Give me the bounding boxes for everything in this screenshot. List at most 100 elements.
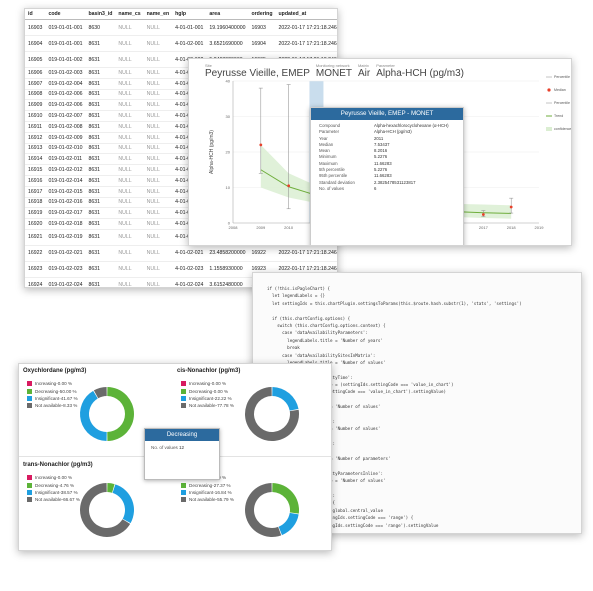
legend-item[interactable]: Not available - 55.79 % xyxy=(181,496,234,503)
table-cell: NULL xyxy=(115,229,144,246)
column-header[interactable]: name_cs xyxy=(115,9,144,20)
donut-slice[interactable] xyxy=(80,390,107,441)
column-header[interactable]: name_en xyxy=(143,9,173,20)
table-row[interactable]: 16903 019-01-01-001 8630 NULL NULL 4-01-01-00… xyxy=(25,19,337,36)
legend-swatch xyxy=(27,497,32,503)
donut-slice[interactable] xyxy=(80,483,131,537)
tooltip-row: Compound Alpha-hexachlorocyclohexane (α-H… xyxy=(311,123,463,129)
table-cell: NULL xyxy=(143,110,173,122)
table-cell: NULL xyxy=(143,218,173,230)
donut-slice[interactable] xyxy=(272,483,299,514)
legend-item[interactable]: Decreasing - 0.00 % xyxy=(181,387,234,394)
legend-label: Insignificant xyxy=(35,489,60,495)
parameter-value: Alpha-HCH (pg/m3) xyxy=(376,68,465,79)
column-header[interactable]: id xyxy=(25,9,46,20)
legend-item[interactable]: Increasing - 0.00 % xyxy=(181,380,234,387)
parameter-selector[interactable]: Parameter Alpha-HCH (pg/m3) xyxy=(376,63,464,79)
table-cell: 16919 xyxy=(25,207,46,220)
table-cell: 16909 xyxy=(25,99,46,112)
column-header[interactable]: code xyxy=(45,9,86,20)
donut-slice[interactable] xyxy=(112,484,135,524)
legend-separator: - xyxy=(59,395,61,401)
donut-slice[interactable] xyxy=(245,483,282,537)
donut-slice[interactable] xyxy=(107,387,135,441)
table-cell: 019-01-02-006 xyxy=(45,89,86,101)
matrix-selector[interactable]: Matrix Air xyxy=(358,63,370,79)
table-cell: 019-01-02-004 xyxy=(45,78,86,90)
donut-charts[interactable] xyxy=(19,364,331,550)
table-row[interactable]: 16904 019-01-01-001 8631 NULL NULL 4-01-02-00… xyxy=(25,35,337,52)
network-selector[interactable]: Monitoring network MONET xyxy=(316,63,352,79)
y-tick-label: 30 xyxy=(226,114,231,119)
legend-separator: - xyxy=(215,497,218,503)
table-cell: NULL xyxy=(115,110,144,122)
donut-slice[interactable] xyxy=(107,483,115,493)
column-header[interactable]: ordering xyxy=(248,9,276,20)
y-tick-label: 20 xyxy=(226,150,231,155)
legend-item[interactable]: Increasing - 0.00 % xyxy=(27,474,80,481)
legend-item[interactable]: Insignificant - 38.57 % xyxy=(27,489,80,496)
tooltip-key: 95th percentile xyxy=(319,173,348,179)
legend-label: Percentile 95 xyxy=(554,75,571,79)
legend-item[interactable]: Increasing - 0.00 % xyxy=(27,380,78,387)
table-row[interactable]: 16922 019-01-02-021 8631 NULL NULL 4-01-02-02… xyxy=(25,245,337,262)
column-header[interactable]: basin3_id xyxy=(85,9,116,20)
legend-percent: 0.00 % xyxy=(57,475,73,481)
table-cell: 019-01-01-002 xyxy=(45,51,86,68)
legend-label: Insignificant xyxy=(189,489,214,495)
table-cell: NULL xyxy=(143,245,173,262)
table-cell: NULL xyxy=(115,207,144,220)
site-selector[interactable]: Site Peyrusse Vieille, EMEP xyxy=(205,63,310,79)
table-cell: NULL xyxy=(115,218,144,230)
code-line: case 'dataAvailabilitySitesInMatrix': xyxy=(267,352,376,358)
legend-label: Decreasing xyxy=(189,388,213,394)
legend-item[interactable]: Not available - 77.78 % xyxy=(181,402,234,409)
table-cell: 4-01-02-023 xyxy=(172,261,207,278)
legend-item[interactable]: Insignificant - 16.84 % xyxy=(181,489,234,496)
donut-tooltip-key: No. of values xyxy=(151,445,178,450)
legend-item[interactable]: Insignificant - 22.22 % xyxy=(181,395,234,402)
code-line: let settingIds = this.chartPlugin.settin… xyxy=(267,300,522,306)
table-cell: 16903 xyxy=(25,19,46,36)
column-header[interactable]: updated_at xyxy=(275,9,337,20)
table-cell: 8631 xyxy=(85,89,116,101)
chart-header: Site Peyrusse Vieille, EMEP Monitoring n… xyxy=(205,63,464,79)
legend-item[interactable]: Decreasing - 4.76 % xyxy=(27,481,80,488)
table-cell: 16920 xyxy=(25,218,46,230)
median-point[interactable] xyxy=(287,184,291,188)
table-cell: NULL xyxy=(115,121,144,133)
legend-item[interactable]: Not available - 8.33 % xyxy=(27,402,78,409)
legend-item[interactable]: Not available - 66.67 % xyxy=(27,496,80,503)
table-cell: 16923 xyxy=(25,261,46,278)
legend-separator: - xyxy=(58,388,60,394)
legend-swatch xyxy=(27,482,32,488)
table-cell: 019-01-02-024 xyxy=(45,277,86,287)
tooltip-row: Year 2011 xyxy=(311,136,463,142)
tooltip-key: 5th percentile xyxy=(319,167,345,173)
table-cell: 8631 xyxy=(85,207,116,220)
median-point[interactable] xyxy=(481,213,485,216)
column-header[interactable]: area xyxy=(206,9,249,20)
legend-item[interactable]: Insignificant - 41.67 % xyxy=(27,395,78,402)
legend-item[interactable]: Decreasing - 50.00 % xyxy=(27,387,78,394)
table-cell: 8631 xyxy=(85,186,116,198)
column-header[interactable]: hglp xyxy=(172,9,207,20)
legend-label: Increasing xyxy=(35,475,57,481)
median-point[interactable] xyxy=(259,143,263,147)
legend-item[interactable]: Decreasing - 27.37 % xyxy=(181,481,234,488)
table-cell: 16907 xyxy=(25,78,46,90)
table-cell: NULL xyxy=(143,261,173,278)
table-cell: NULL xyxy=(143,143,173,155)
table-cell: 8631 xyxy=(85,261,116,278)
chart-tooltip-title: Peyrusse Vieille, EMEP - MONET xyxy=(311,108,463,120)
donut-slice[interactable] xyxy=(244,387,299,441)
tooltip-key: Parameter xyxy=(319,129,340,135)
legend-separator: - xyxy=(213,489,215,495)
median-point[interactable] xyxy=(509,205,513,209)
table-cell: NULL xyxy=(143,51,173,68)
donut-slice[interactable] xyxy=(272,387,299,411)
donut-tooltip-value: 12 xyxy=(179,445,185,450)
donut-slice[interactable] xyxy=(278,512,299,536)
table-cell: 019-01-02-006 xyxy=(45,99,86,112)
donut-slice[interactable] xyxy=(93,387,107,399)
